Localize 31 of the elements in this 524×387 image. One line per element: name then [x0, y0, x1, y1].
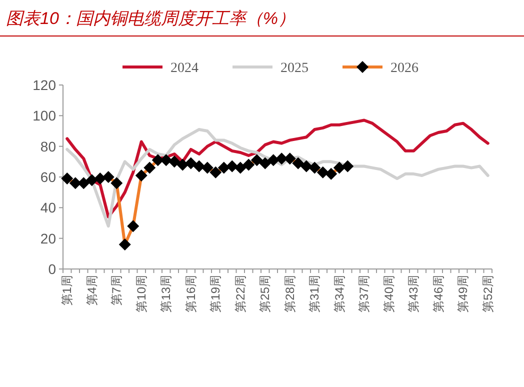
x-tick-label: 第7周 — [110, 275, 124, 306]
x-tick-label: 第22周 — [233, 275, 248, 312]
x-tick-label: 第49周 — [456, 275, 470, 312]
x-tick-label: 第28周 — [282, 275, 297, 312]
y-tick-label: 80 — [40, 138, 56, 154]
x-tick-label: 第1周 — [60, 275, 74, 306]
y-tick-label: 100 — [32, 108, 56, 124]
line-series — [66, 128, 490, 228]
y-tick-label: 40 — [40, 200, 56, 216]
legend-label: 2025 — [280, 61, 308, 76]
x-tick-label: 第52周 — [480, 275, 495, 312]
x-tick-label: 第4周 — [84, 275, 99, 306]
x-tick-label: 第34周 — [332, 275, 346, 312]
y-tick-label: 120 — [32, 77, 56, 93]
x-tick-label: 第25周 — [258, 275, 272, 312]
y-tick-label: 60 — [40, 169, 56, 185]
x-tick-label: 第40周 — [382, 275, 396, 312]
x-tick-label: 第16周 — [184, 275, 198, 312]
x-tick-label: 第37周 — [357, 275, 372, 312]
x-tick-label: 第43周 — [406, 275, 421, 312]
x-tick-label: 第13周 — [159, 275, 174, 312]
y-tick-label: 0 — [48, 261, 56, 277]
y-tick-label: 20 — [40, 230, 56, 246]
legend-label: 2024 — [170, 61, 198, 76]
x-tick-label: 第19周 — [208, 275, 223, 312]
line-series — [66, 118, 490, 218]
x-tick-label: 第46周 — [431, 275, 446, 312]
legend-label: 2026 — [390, 61, 418, 76]
x-tick-label: 第31周 — [308, 275, 322, 312]
x-tick-label: 第10周 — [134, 275, 148, 312]
chart-title: 图表10：国内铜电缆周度开工率（%） — [6, 9, 296, 28]
